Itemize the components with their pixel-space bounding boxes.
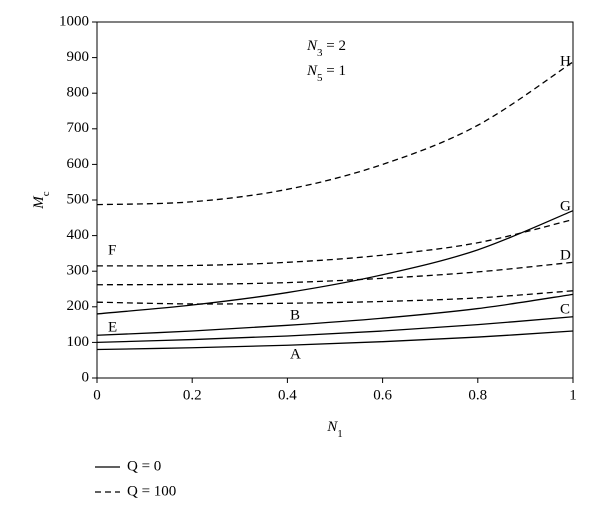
annotation-sub: 3 — [317, 47, 323, 59]
y-tick-label: 200 — [67, 298, 90, 314]
x-tick-label: 0.4 — [278, 387, 297, 403]
series-label: H — [560, 53, 571, 69]
series-label: D — [560, 247, 571, 263]
y-tick-label: 1000 — [59, 13, 89, 29]
x-tick-label: 0 — [93, 387, 101, 403]
series-line — [96, 218, 574, 267]
series-label: F — [108, 242, 116, 258]
annotation-sub: 5 — [317, 72, 323, 84]
y-axis-label: Mc — [31, 191, 51, 210]
legend-label: Q = 100 — [127, 483, 176, 499]
x-axis-label: N1 — [326, 419, 343, 439]
y-axis-label-main: M — [31, 195, 47, 210]
series-label: E — [108, 319, 117, 335]
annotation-rest: = 1 — [323, 63, 346, 79]
annotation-main: N — [306, 38, 318, 54]
series-label: C — [560, 301, 570, 317]
series-line — [96, 261, 574, 286]
y-tick-label: 400 — [67, 227, 90, 243]
x-tick-label: 0.2 — [183, 387, 202, 403]
y-tick-label: 800 — [67, 85, 90, 101]
series-line — [96, 61, 574, 206]
x-tick-label: 0.8 — [468, 387, 487, 403]
annotation: N5 = 1 — [306, 63, 346, 83]
y-tick-label: 100 — [67, 334, 90, 350]
series-label: G — [560, 198, 571, 214]
series-line — [96, 316, 574, 344]
y-tick-label: 300 — [67, 263, 90, 279]
y-tick-label: 0 — [82, 369, 90, 385]
annotation-rest: = 2 — [323, 38, 346, 54]
legend-label: Q = 0 — [127, 458, 161, 474]
x-tick-label: 1 — [569, 387, 577, 403]
annotation: N3 = 2 — [306, 38, 346, 58]
y-axis-label-sub: c — [40, 191, 52, 196]
series-line — [96, 293, 574, 336]
x-axis-label-sub: 1 — [337, 428, 343, 440]
y-tick-label: 700 — [67, 120, 90, 136]
series-label: B — [290, 307, 300, 323]
x-axis-label-main: N — [326, 419, 338, 435]
series-label: A — [290, 346, 301, 362]
y-tick-label: 900 — [67, 49, 90, 65]
y-tick-label: 500 — [67, 191, 90, 207]
x-tick-label: 0.6 — [373, 387, 392, 403]
series-line — [96, 210, 574, 315]
annotation-main: N — [306, 63, 318, 79]
series-line — [96, 330, 574, 351]
series-line — [96, 290, 574, 305]
y-tick-label: 600 — [67, 156, 90, 172]
